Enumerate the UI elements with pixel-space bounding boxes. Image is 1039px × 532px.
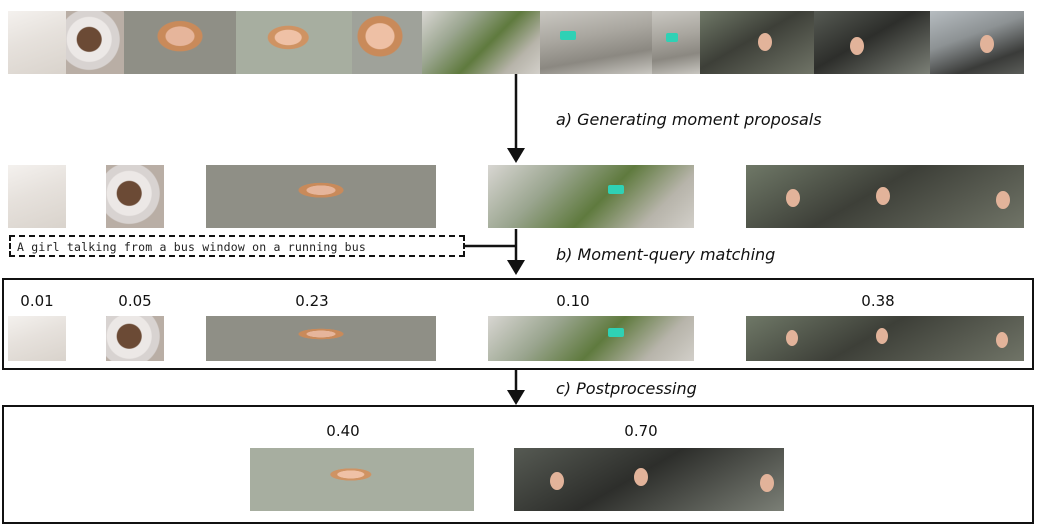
video-frame: [8, 11, 66, 74]
proposal-score: 0.05: [118, 292, 152, 310]
video-frame: [814, 11, 930, 74]
final-moment-2: [514, 448, 784, 511]
video-frame: [236, 11, 352, 74]
final-score: 0.40: [326, 422, 360, 440]
proposal-score: 0.23: [295, 292, 329, 310]
arrow-c: [507, 370, 525, 405]
video-frame: [930, 11, 1024, 74]
text-query: A girl talking from a bus window on a ru…: [9, 235, 465, 257]
proposal-1: [8, 165, 66, 228]
video-frame: [124, 11, 236, 74]
scored-proposal-3: [206, 316, 436, 361]
cart-marker: [666, 33, 678, 42]
proposal-score: 0.38: [861, 292, 895, 310]
video-frame: [652, 11, 700, 74]
cart-marker: [608, 185, 624, 194]
scored-proposal-4: [488, 316, 694, 361]
proposal-score: 0.01: [20, 292, 54, 310]
video-frame: [422, 11, 540, 74]
proposal-5: [746, 165, 1024, 228]
final-score: 0.70: [624, 422, 658, 440]
cart-marker: [560, 31, 576, 40]
video-frame: [700, 11, 814, 74]
scored-proposal-1: [8, 316, 66, 361]
final-results-box: [2, 405, 1034, 524]
scored-proposal-2: [106, 316, 164, 361]
video-frame: [540, 11, 652, 74]
arrow-a: [507, 74, 525, 163]
video-frame: [352, 11, 422, 74]
scored-proposals-box: [2, 278, 1034, 370]
cart-marker: [608, 328, 624, 337]
step-b-label: b) Moment-query matching: [556, 245, 776, 264]
proposal-2: [106, 165, 164, 228]
arrow-b: [465, 229, 525, 275]
proposal-4: [488, 165, 694, 228]
proposal-score: 0.10: [556, 292, 590, 310]
video-frame: [66, 11, 124, 74]
scored-proposal-5: [746, 316, 1024, 361]
step-a-label: a) Generating moment proposals: [556, 110, 822, 129]
step-c-label: c) Postprocessing: [556, 379, 697, 398]
proposal-3: [206, 165, 436, 228]
final-moment-1: [250, 448, 474, 511]
